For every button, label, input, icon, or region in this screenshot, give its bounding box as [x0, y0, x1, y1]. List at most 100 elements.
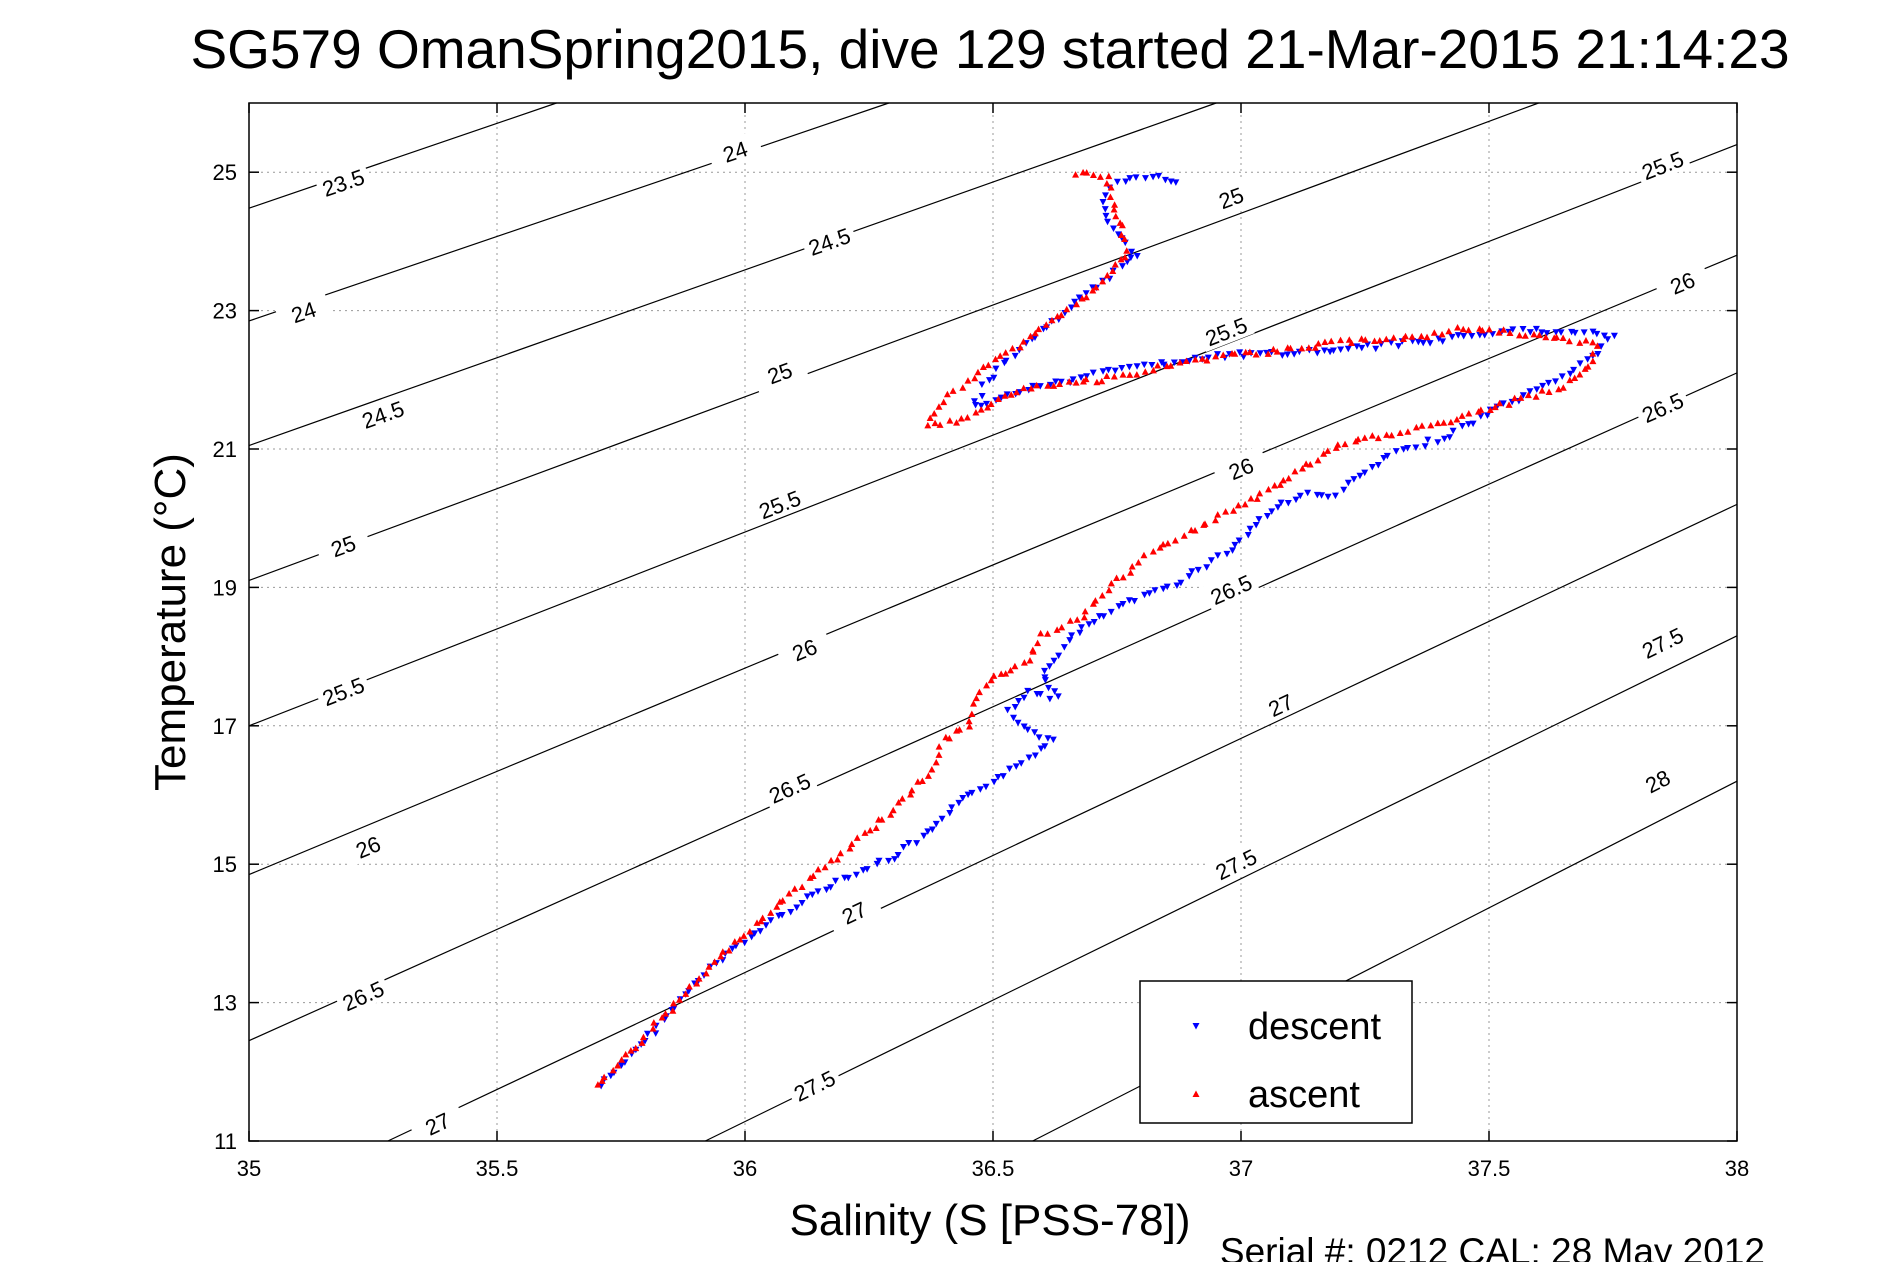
ascent-point — [1093, 378, 1101, 386]
isopycnal-25.5 — [248, 143, 1738, 727]
descent-point — [1075, 294, 1083, 301]
ascent-point — [622, 1050, 630, 1058]
isopycnal-label-bg — [784, 1061, 844, 1108]
ascent-point — [1112, 212, 1120, 220]
isopycnal-label-bg — [1206, 840, 1265, 887]
ascent-point — [1545, 388, 1553, 396]
ascent-point — [965, 717, 973, 725]
ascent-point — [940, 398, 948, 406]
ascent-point — [785, 889, 793, 897]
isopycnal-label-bg — [314, 160, 372, 203]
ascent-point — [1016, 343, 1024, 351]
ascent-point — [1037, 629, 1045, 637]
descent-point — [1104, 366, 1112, 374]
ascent-point — [1438, 330, 1446, 338]
ascent-point — [767, 909, 775, 916]
ascent-point — [957, 415, 965, 422]
isopycnal-label-bg — [1201, 566, 1260, 612]
ascent-point — [935, 743, 943, 750]
descent-point — [1149, 173, 1157, 181]
ascent-point — [1589, 338, 1597, 346]
descent-point — [823, 886, 831, 894]
ascent-point — [1063, 305, 1071, 313]
descent-point — [1031, 752, 1039, 760]
descent-point — [1111, 367, 1119, 375]
ascent-point — [977, 406, 985, 413]
isopycnal-24 — [248, 102, 890, 322]
ascent-point — [1506, 329, 1514, 337]
y-tick-label: 19 — [213, 575, 237, 600]
descent-point — [1118, 263, 1126, 270]
isopycnal-label: 25 — [750, 350, 809, 394]
descent-point — [1558, 373, 1566, 380]
isopycnal-label: 26 — [775, 626, 834, 671]
ascent-point — [1119, 573, 1127, 581]
descent-point — [1412, 444, 1420, 452]
descent-point — [1046, 695, 1054, 703]
descent-point — [1107, 608, 1115, 616]
ascent-point — [1361, 434, 1369, 441]
descent-point — [1458, 423, 1466, 430]
ascent-point — [1476, 325, 1484, 332]
ascent-point — [1111, 201, 1119, 208]
ascent-point — [594, 1081, 602, 1088]
ascent-point — [1079, 378, 1087, 385]
descent-point — [1448, 333, 1456, 341]
ascent-point — [935, 751, 943, 758]
ascent-point — [1589, 350, 1597, 357]
ascent-point — [1106, 193, 1114, 200]
ascent-point — [889, 806, 897, 814]
ascent-point — [861, 829, 869, 836]
ascent-point — [1020, 338, 1028, 345]
ascent-point — [639, 1033, 647, 1041]
ascent-point — [1072, 379, 1080, 386]
isopycnal-label: 27 — [407, 1099, 467, 1146]
descent-point — [1568, 328, 1576, 336]
descent-point — [1017, 760, 1025, 767]
descent-point — [1552, 329, 1560, 336]
ascent-point — [971, 374, 979, 382]
ascent-point — [994, 395, 1002, 403]
isopycnal-label: 25.5 — [1633, 142, 1692, 186]
ascent-point — [1589, 357, 1597, 365]
ascent-point — [1535, 331, 1543, 339]
descent-point — [1296, 492, 1304, 500]
descent-point — [762, 922, 770, 929]
descent-point — [1118, 364, 1126, 372]
ascent-point — [675, 996, 683, 1003]
descent-point — [1099, 199, 1107, 206]
descent-point — [670, 1005, 678, 1012]
descent-point — [1358, 344, 1366, 352]
ascent-point — [705, 963, 713, 970]
x-axis-ticks: 35 35.5 36 36.5 37 37.5 38 — [237, 103, 1749, 1181]
descent-point — [1274, 504, 1282, 511]
descent-point — [891, 856, 899, 863]
ascent-point — [936, 421, 944, 428]
x-tick-label: 36.5 — [972, 1156, 1015, 1181]
ascent-point — [1103, 271, 1111, 279]
ascent-point — [669, 1007, 677, 1014]
descent-point — [977, 402, 985, 410]
descent-point — [1083, 373, 1091, 380]
ascent-point — [872, 824, 880, 832]
descent-point — [1036, 383, 1044, 390]
descent-point — [1509, 326, 1517, 333]
ascent-point — [935, 403, 943, 410]
descent-point — [1380, 455, 1388, 462]
ascent-point — [1050, 382, 1058, 389]
descent-point — [948, 804, 956, 811]
ascent-point — [946, 417, 954, 424]
ascent-point — [725, 947, 733, 954]
descent-point — [1085, 621, 1093, 628]
ascent-point — [943, 390, 951, 398]
ascent-point — [1320, 450, 1328, 457]
ascent-point — [997, 670, 1005, 677]
descent-point — [1350, 476, 1358, 483]
isopycnal-26 — [248, 254, 1738, 876]
descent-point — [827, 884, 835, 891]
descent-point — [1140, 361, 1148, 369]
ascent-point — [661, 1010, 669, 1017]
ascent-point — [1008, 344, 1016, 352]
ascent-point — [1305, 344, 1313, 351]
descent-point — [1320, 347, 1328, 354]
